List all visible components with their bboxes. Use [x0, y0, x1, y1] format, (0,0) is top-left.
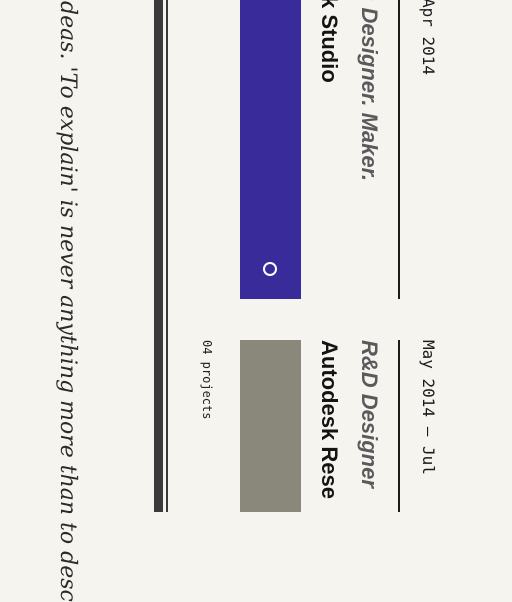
circle-icon[interactable]	[263, 262, 277, 276]
timeline-bar-thick	[154, 0, 163, 512]
divider	[398, 340, 400, 512]
project-count: 04 projects	[200, 340, 214, 420]
role-title: : Designer. Maker.	[357, 0, 382, 182]
project-card-color-block[interactable]	[240, 0, 301, 299]
date-range: May 2014 — Jul	[419, 340, 438, 475]
timeline-bar-thin	[166, 0, 168, 512]
role-title: R&D Designer	[357, 340, 382, 488]
project-card-color-block[interactable]	[240, 340, 301, 512]
date-range: Apr 2014	[419, 0, 438, 76]
divider	[398, 0, 400, 299]
company-name[interactable]: Autodesk Rese	[317, 340, 342, 499]
company-name[interactable]: k Studio	[317, 0, 342, 83]
